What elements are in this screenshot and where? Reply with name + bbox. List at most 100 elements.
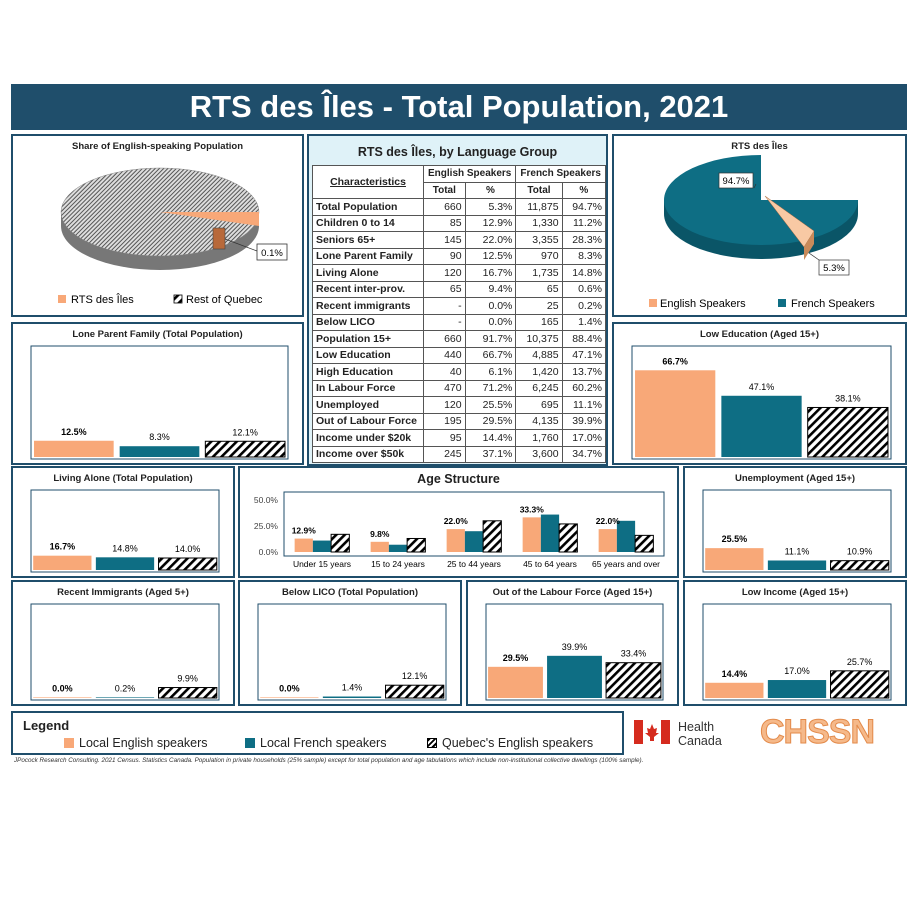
eng-total-cell: - (423, 297, 466, 315)
living-alone-title: Living Alone (Total Population) (53, 473, 193, 484)
table-row: Low Education 440 66.7% 4,885 47.1% (312, 346, 607, 364)
living-alone-panel: Living Alone (Total Population) 16.7% 14.… (11, 466, 235, 578)
recent-immigrants-panel: Recent Immigrants (Aged 5+) 0.0% 0.2% 9.9% (11, 580, 235, 706)
legend: Legend Local English speakers Local Fren… (11, 711, 624, 755)
bar-french (119, 446, 200, 457)
data-label-french: 8.3% (149, 432, 170, 442)
row-label: Total Population (312, 198, 424, 216)
legend-label-rts: RTS des Îles (71, 293, 134, 306)
plot-area (30, 603, 220, 701)
row-label: Lone Parent Family (312, 247, 424, 265)
fr-total-cell: 1,420 (515, 363, 563, 381)
fr-pct-cell: 8.3% (561, 247, 607, 265)
x-tick-label: 65 years and over (592, 559, 660, 569)
lone-parent-panel: Lone Parent Family (Total Population) 12… (11, 322, 304, 465)
data-label-french: 11.1% (785, 546, 810, 556)
chssn-logo: CHSSN (759, 713, 875, 752)
bar-quebec (385, 684, 445, 699)
legend-item-french: Local French speakers (245, 736, 386, 750)
bar-french (721, 395, 802, 457)
legend-swatch-rts (58, 295, 66, 303)
language-table-panel: RTS des Îles, by Language Group Characte… (307, 134, 608, 466)
age-data-label: 9.8% (370, 529, 390, 539)
rts-pie-panel: RTS des Îles 94.7% 5.3% English Speakers… (612, 134, 907, 317)
data-label-quebec: 38.1% (835, 393, 861, 403)
bar-quebec (605, 662, 662, 699)
lone-parent-chart: 12.5% 8.3% 12.1% (30, 345, 289, 460)
y-tick-label: 0.0% (259, 547, 279, 557)
age-bar-english (294, 538, 313, 552)
table-row: Unemployed 120 25.5% 695 11.1% (312, 396, 607, 414)
eng-pct-cell: 0.0% (464, 297, 517, 315)
legend-swatch-english (64, 738, 74, 748)
out-of-labour-chart: 29.5% 39.9% 33.4% (485, 603, 664, 701)
data-label-english: 12.5% (61, 427, 87, 437)
maple-leaf-icon (645, 724, 659, 741)
col-characteristics: Characteristics (312, 165, 424, 199)
legend-label-quebec: Quebec's English speakers (442, 736, 594, 750)
x-tick-label: Under 15 years (293, 559, 351, 569)
fr-total-cell: 11,875 (515, 198, 563, 216)
age-plot-area (283, 491, 665, 557)
table-row: Income under $20k 95 14.4% 1,760 17.0% (312, 429, 607, 447)
eng-total-cell: 40 (423, 363, 466, 381)
language-table: Characteristics English Speakers French … (312, 165, 607, 463)
fr-total-cell: 695 (515, 396, 563, 414)
x-tick-label: 15 to 24 years (371, 559, 425, 569)
share-pie-slice-rts (160, 212, 259, 226)
fr-pct-cell: 11.2% (561, 214, 607, 232)
legend-label-rest: Rest of Quebec (186, 294, 263, 306)
out-of-labour-panel: Out of the Labour Force (Aged 15+) 29.5%… (466, 580, 679, 706)
data-label-english: 14.4% (722, 669, 748, 679)
eng-total-cell: 660 (423, 330, 466, 348)
low-education-panel: Low Education (Aged 15+) 66.7% 47.1% 38.1% (612, 322, 907, 465)
eng-pct-cell: 9.4% (464, 280, 517, 298)
col-eng-total: Total (423, 181, 466, 199)
fr-pct-cell: 0.2% (561, 297, 607, 315)
legend-label-french: Local French speakers (260, 736, 387, 750)
age-bar-french (616, 520, 636, 552)
eng-pct-cell: 0.0% (464, 313, 517, 331)
row-label: Below LICO (312, 313, 424, 331)
plot-area (485, 603, 664, 701)
legend-item-english: Local English speakers (64, 736, 208, 750)
eng-pct-cell: 91.7% (464, 330, 517, 348)
eng-pct-cell: 16.7% (464, 264, 517, 282)
eng-total-cell: 120 (423, 264, 466, 282)
data-label-english: 25.5% (722, 534, 748, 544)
fr-pct-cell: 28.3% (561, 231, 607, 249)
legend-swatch-english-speakers (649, 299, 657, 307)
row-label: Low Education (312, 346, 424, 364)
fr-total-cell: 3,355 (515, 231, 563, 249)
plot-area (30, 489, 220, 573)
group-english: English Speakers (422, 165, 517, 183)
fr-total-cell: 3,600 (515, 445, 563, 463)
share-pie-slice-rts-edge (212, 227, 226, 250)
row-label: Unemployed (312, 396, 424, 414)
bar-french (322, 696, 382, 698)
fr-pct-cell: 88.4% (561, 330, 607, 348)
hc-line2: Canada (678, 734, 722, 748)
age-bar-english (522, 517, 541, 552)
bar-quebec (830, 670, 890, 699)
rts-data-label-box-french (718, 172, 754, 189)
fr-total-cell: 970 (515, 247, 563, 265)
fr-pct-cell: 13.7% (561, 363, 607, 381)
legend-swatch-rest (173, 294, 183, 304)
legend-title: Legend (23, 718, 70, 733)
eng-pct-cell: 12.5% (464, 247, 517, 265)
eng-pct-cell: 29.5% (464, 412, 517, 430)
x-tick-label: 25 to 44 years (447, 559, 501, 569)
bar-quebec (204, 440, 286, 458)
col-fr-total: Total (515, 181, 563, 199)
data-label-quebec: 9.9% (177, 674, 198, 684)
fr-pct-cell: 17.0% (561, 429, 607, 447)
age-bar-quebec (634, 534, 654, 553)
bar-french (95, 557, 155, 570)
age-structure-title: Age Structure (417, 472, 500, 486)
eng-pct-cell: 71.2% (464, 379, 517, 397)
fr-pct-cell: 14.8% (561, 264, 607, 282)
low-income-panel: Low Income (Aged 15+) 14.4% 17.0% 25.7% (683, 580, 907, 706)
legend-swatch-quebec (427, 738, 437, 748)
below-lico-panel: Below LICO (Total Population) 0.0% 1.4% 12… (238, 580, 462, 706)
